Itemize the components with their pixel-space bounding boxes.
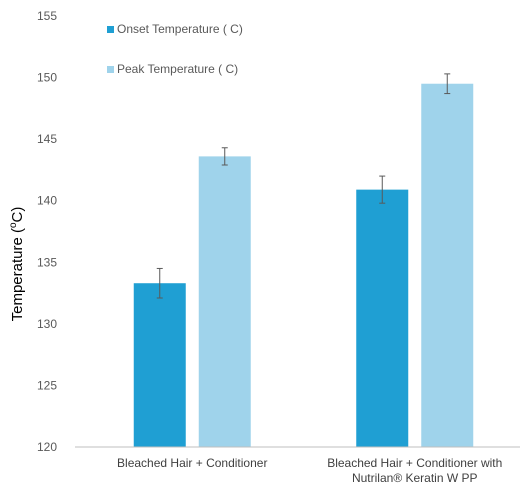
error-bars	[156, 73, 451, 299]
y-axis: 120 125 130 135 140 145 150 155	[37, 9, 57, 454]
bar-peak-2	[421, 83, 474, 447]
y-axis-label-main: Temperature (	[9, 228, 26, 321]
legend-item: Peak Temperature ( C)	[107, 62, 238, 76]
y-tick-label: 120	[37, 440, 57, 454]
y-tick-label: 130	[37, 317, 57, 331]
y-axis-label-rest: C)	[9, 207, 26, 223]
error-bar	[156, 267, 163, 299]
y-tick-label: 125	[37, 378, 57, 392]
y-axis-label: Temperature (oC)	[8, 207, 26, 322]
legend-swatch	[107, 26, 114, 33]
bar-onset-2	[356, 189, 409, 448]
legend-swatch	[107, 66, 114, 73]
y-axis-label-sup: o	[8, 222, 19, 228]
x-tick-label: Nutrilan® Keratin W PP	[352, 471, 478, 483]
error-bar	[221, 147, 228, 166]
x-tick-label: Bleached Hair + Conditioner with	[327, 456, 502, 470]
error-bar	[379, 175, 386, 204]
y-tick-label: 150	[37, 71, 57, 85]
error-bar	[444, 73, 451, 95]
x-axis: Bleached Hair + Conditioner Bleached Hair…	[117, 456, 502, 485]
legend-label: Peak Temperature ( C)	[117, 62, 238, 76]
bar-onset-1	[133, 283, 186, 447]
y-tick-label: 135	[37, 255, 57, 269]
legend-label: Onset Temperature ( C)	[117, 22, 243, 36]
y-tick-label: 145	[37, 132, 57, 146]
legend: Onset Temperature ( C) Peak Temperature (…	[107, 22, 243, 76]
y-tick-label: 140	[37, 194, 57, 208]
bar-peak-1	[198, 156, 251, 447]
y-tick-label: 155	[37, 9, 57, 23]
x-tick-label: Bleached Hair + Conditioner	[117, 456, 267, 470]
legend-item: Onset Temperature ( C)	[107, 22, 243, 36]
bars	[133, 83, 474, 448]
